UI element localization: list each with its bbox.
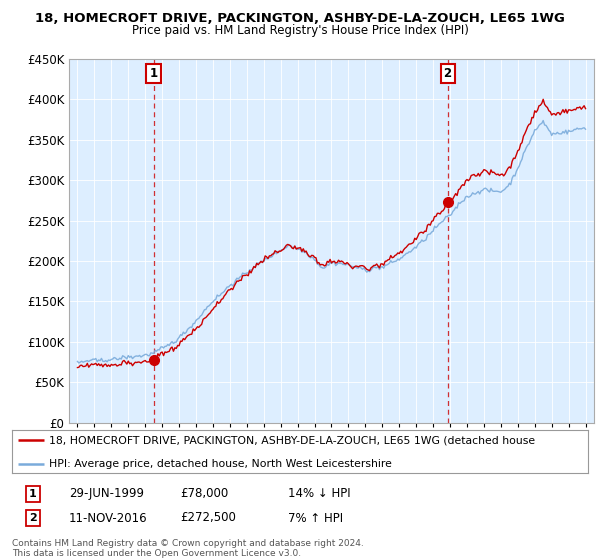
Text: 1: 1 (29, 489, 37, 499)
Text: 2: 2 (29, 513, 37, 523)
Text: 7% ↑ HPI: 7% ↑ HPI (288, 511, 343, 525)
Text: 1: 1 (149, 67, 158, 80)
Text: 29-JUN-1999: 29-JUN-1999 (69, 487, 144, 501)
Text: 18, HOMECROFT DRIVE, PACKINGTON, ASHBY-DE-LA-ZOUCH, LE65 1WG: 18, HOMECROFT DRIVE, PACKINGTON, ASHBY-D… (35, 12, 565, 25)
Text: 18, HOMECROFT DRIVE, PACKINGTON, ASHBY-DE-LA-ZOUCH, LE65 1WG (detached house: 18, HOMECROFT DRIVE, PACKINGTON, ASHBY-D… (49, 436, 536, 445)
Text: 11-NOV-2016: 11-NOV-2016 (69, 511, 148, 525)
Text: Contains HM Land Registry data © Crown copyright and database right 2024.: Contains HM Land Registry data © Crown c… (12, 539, 364, 548)
Text: £78,000: £78,000 (180, 487, 228, 501)
Text: £272,500: £272,500 (180, 511, 236, 525)
Text: 14% ↓ HPI: 14% ↓ HPI (288, 487, 350, 501)
Text: Price paid vs. HM Land Registry's House Price Index (HPI): Price paid vs. HM Land Registry's House … (131, 24, 469, 37)
Text: This data is licensed under the Open Government Licence v3.0.: This data is licensed under the Open Gov… (12, 549, 301, 558)
Text: HPI: Average price, detached house, North West Leicestershire: HPI: Average price, detached house, Nort… (49, 459, 392, 469)
Text: 2: 2 (443, 67, 452, 80)
